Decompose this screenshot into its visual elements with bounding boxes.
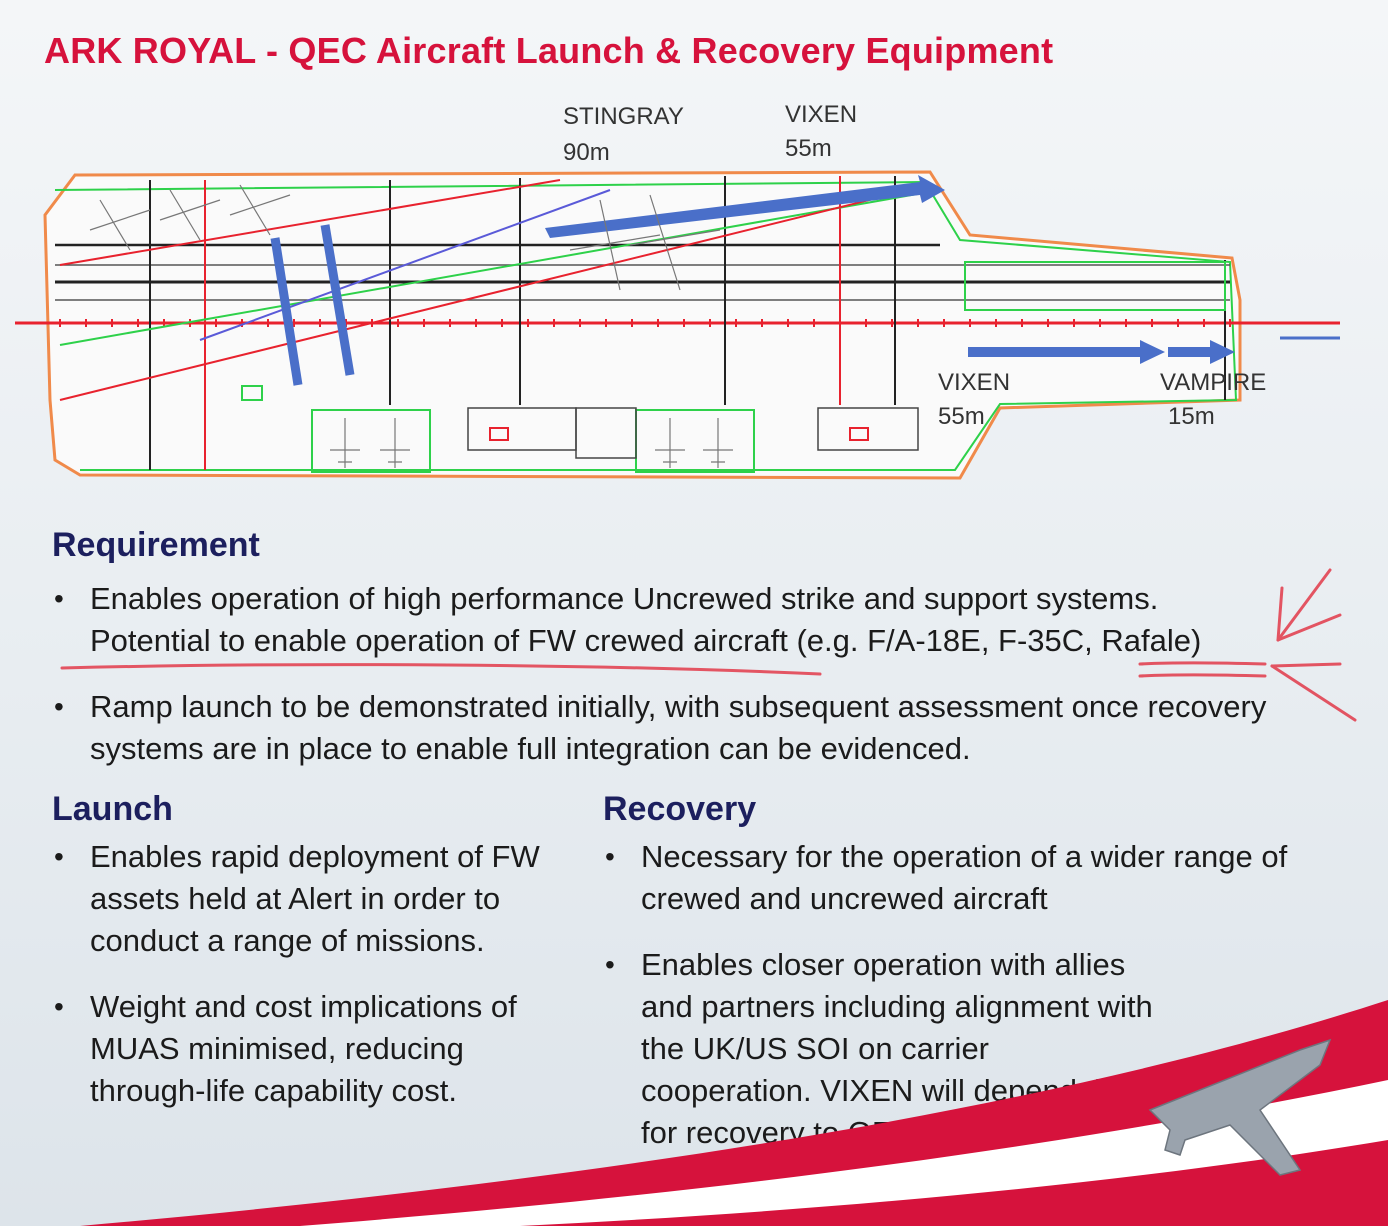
vixen-bottom-label: VIXEN	[938, 369, 1011, 396]
carrier-deck-diagram	[15, 170, 1340, 480]
recovery-heading: Recovery	[603, 790, 757, 828]
launch-item: Enables rapid deployment of FW assets he…	[52, 836, 542, 962]
vixen-bottom-distance: 55m	[938, 403, 985, 430]
stingray-label: STINGRAY	[563, 103, 684, 130]
recovery-item: Enables closer operation with allies and…	[603, 944, 1313, 1154]
vixen-top-label: VIXEN	[785, 101, 858, 128]
recovery-list: Necessary for the operation of a wider r…	[603, 836, 1313, 1178]
launch-heading: Launch	[52, 790, 173, 828]
vampire-distance: 15m	[1168, 403, 1215, 430]
page-title: ARK ROYAL - QEC Aircraft Launch & Recove…	[44, 30, 1054, 71]
requirement-item: Enables operation of high performance Un…	[52, 578, 1282, 662]
launch-item: Weight and cost implications of MUAS min…	[52, 986, 542, 1112]
hull-outline	[43, 170, 1242, 480]
requirement-heading: Requirement	[52, 526, 260, 564]
vampire-label: VAMPIRE	[1160, 369, 1267, 396]
requirement-item: Ramp launch to be demonstrated initially…	[52, 686, 1282, 770]
requirement-list: Enables operation of high performance Un…	[52, 578, 1282, 794]
stingray-distance: 90m	[563, 139, 610, 166]
vixen-top-distance: 55m	[785, 135, 832, 162]
recovery-item: Necessary for the operation of a wider r…	[603, 836, 1313, 920]
launch-list: Enables rapid deployment of FW assets he…	[52, 836, 542, 1136]
